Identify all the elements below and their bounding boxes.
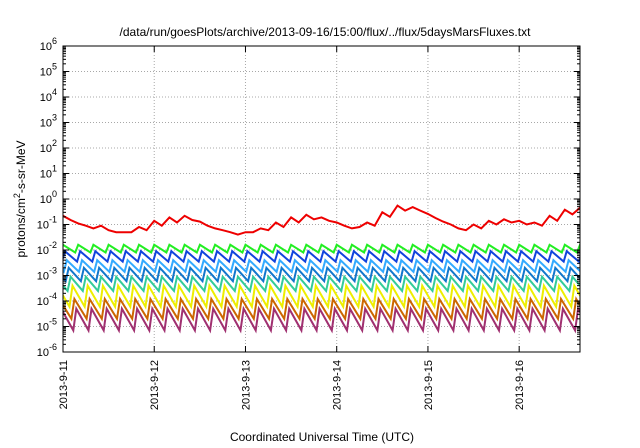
chart-title: /data/run/goesPlots/archive/2013-09-16/1… bbox=[120, 25, 532, 39]
x-tick-label: 2013-9-14 bbox=[332, 360, 344, 410]
x-axis-label: Coordinated Universal Time (UTC) bbox=[230, 430, 414, 444]
y-tick-label: 106 bbox=[40, 36, 57, 53]
x-axis-ticks: 2013-9-11 2013-9-12 2013-9-13 2013-9-14 2013… bbox=[58, 46, 526, 410]
x-tick-label: 2013-9-11 bbox=[58, 360, 70, 409]
series-line-3 bbox=[63, 249, 580, 264]
y-tick-label: 101 bbox=[40, 164, 57, 181]
series-line-6 bbox=[63, 274, 580, 294]
y-tick-label: 10-2 bbox=[37, 240, 57, 257]
y-tick-label: 10-1 bbox=[37, 215, 57, 232]
y-tick-label: 103 bbox=[40, 113, 57, 130]
series-line-7 bbox=[63, 282, 580, 310]
y-axis-label: protons/cm2-s-sr-MeV bbox=[12, 140, 28, 257]
y-tick-label: 100 bbox=[40, 189, 57, 206]
x-tick-label: 2013-9-13 bbox=[240, 360, 252, 410]
grid bbox=[63, 46, 580, 352]
series-line-8 bbox=[63, 296, 580, 322]
y-tick-label: 10-4 bbox=[37, 291, 57, 308]
series-layer bbox=[63, 204, 580, 334]
x-tick-label: 2013-9-12 bbox=[149, 360, 161, 410]
series-line-4 bbox=[63, 258, 580, 274]
x-tick-label: 2013-9-15 bbox=[423, 360, 435, 410]
x-tick-label: 2013-9-16 bbox=[514, 360, 526, 410]
y-tick-label: 10-6 bbox=[37, 342, 57, 359]
y-tick-label: 10-5 bbox=[37, 317, 57, 334]
y-tick-label: 104 bbox=[40, 87, 57, 104]
y-tick-label: 102 bbox=[40, 138, 57, 155]
series-line-9 bbox=[63, 305, 580, 334]
series-line-1 bbox=[63, 204, 580, 236]
y-tick-label: 105 bbox=[40, 62, 57, 79]
series-line-5 bbox=[63, 265, 580, 284]
y-tick-label: 10-3 bbox=[37, 266, 57, 283]
y-axis-ticks: 10-6 10-5 10-4 10-3 10-2 10-1 100 101 102 103 104 1… bbox=[37, 36, 580, 359]
